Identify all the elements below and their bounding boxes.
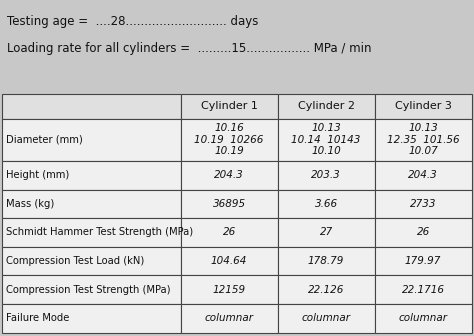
Bar: [374, 304, 472, 333]
Text: 26: 26: [223, 227, 236, 238]
Bar: [2, 247, 181, 276]
Bar: [2, 304, 181, 333]
Text: columnar: columnar: [205, 313, 254, 323]
Bar: [2, 119, 181, 161]
Text: Cylinder 2: Cylinder 2: [298, 101, 355, 111]
Bar: [374, 276, 472, 304]
Text: Compression Test Load (kN): Compression Test Load (kN): [6, 256, 144, 266]
Bar: [2, 161, 181, 190]
Text: Cylinder 1: Cylinder 1: [201, 101, 257, 111]
Bar: [374, 161, 472, 190]
Bar: [181, 276, 278, 304]
Text: 104.64: 104.64: [211, 256, 247, 266]
Text: Cylinder 3: Cylinder 3: [395, 101, 452, 111]
Bar: [2, 190, 181, 218]
Text: 204.3: 204.3: [408, 170, 438, 180]
Bar: [374, 94, 472, 119]
Text: columnar: columnar: [399, 313, 447, 323]
Text: 10.13
10.14  10143
10.10: 10.13 10.14 10143 10.10: [292, 123, 361, 156]
Bar: [2, 94, 181, 119]
Bar: [181, 304, 278, 333]
Text: Diameter (mm): Diameter (mm): [6, 135, 82, 145]
Bar: [374, 218, 472, 247]
Text: 26: 26: [417, 227, 430, 238]
Bar: [181, 119, 278, 161]
Text: 179.97: 179.97: [405, 256, 441, 266]
Bar: [181, 218, 278, 247]
Text: 27: 27: [319, 227, 333, 238]
Bar: [278, 119, 374, 161]
Bar: [181, 161, 278, 190]
Text: Testing age =  ....28........................... days: Testing age = ....28....................…: [7, 15, 258, 28]
Text: 178.79: 178.79: [308, 256, 344, 266]
Text: Loading rate for all cylinders =  .........15................. MPa / min: Loading rate for all cylinders = .......…: [7, 42, 372, 55]
Bar: [2, 276, 181, 304]
Bar: [278, 218, 374, 247]
Bar: [2, 218, 181, 247]
Bar: [181, 247, 278, 276]
Bar: [278, 94, 374, 119]
Text: 203.3: 203.3: [311, 170, 341, 180]
Bar: [278, 161, 374, 190]
Text: 204.3: 204.3: [214, 170, 244, 180]
Text: columnar: columnar: [301, 313, 351, 323]
Text: 36895: 36895: [213, 199, 246, 209]
Text: 3.66: 3.66: [315, 199, 337, 209]
Bar: [181, 190, 278, 218]
Text: Height (mm): Height (mm): [6, 170, 69, 180]
Bar: [278, 276, 374, 304]
Text: 12159: 12159: [213, 285, 246, 295]
Bar: [278, 190, 374, 218]
Text: 2733: 2733: [410, 199, 437, 209]
Text: Mass (kg): Mass (kg): [6, 199, 54, 209]
Bar: [278, 304, 374, 333]
Text: Schmidt Hammer Test Strength (MPa): Schmidt Hammer Test Strength (MPa): [6, 227, 193, 238]
Text: 22.126: 22.126: [308, 285, 344, 295]
Bar: [374, 190, 472, 218]
Text: 22.1716: 22.1716: [401, 285, 445, 295]
Bar: [278, 247, 374, 276]
Text: Failure Mode: Failure Mode: [6, 313, 69, 323]
Bar: [181, 94, 278, 119]
Text: 10.16
10.19  10266
10.19: 10.16 10.19 10266 10.19: [194, 123, 264, 156]
Bar: [374, 247, 472, 276]
Text: 10.13
12.35  101.56
10.07: 10.13 12.35 101.56 10.07: [387, 123, 459, 156]
Bar: [374, 119, 472, 161]
Text: Compression Test Strength (MPa): Compression Test Strength (MPa): [6, 285, 170, 295]
